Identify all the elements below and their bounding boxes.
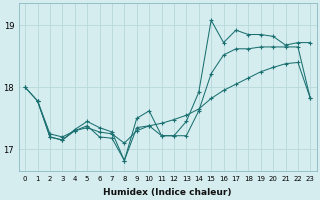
X-axis label: Humidex (Indice chaleur): Humidex (Indice chaleur)	[103, 188, 232, 197]
